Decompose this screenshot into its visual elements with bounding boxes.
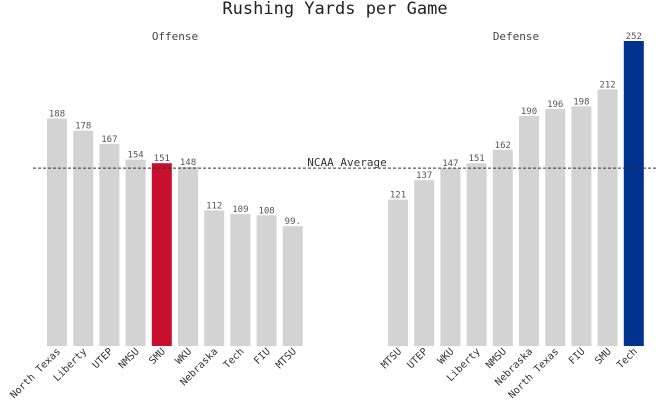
offense-tick-label: WKU <box>174 346 195 367</box>
defense-value-label: 151 <box>468 154 484 164</box>
ncaa-average-label: NCAA Average <box>307 156 386 169</box>
offense-bar-mtsu <box>282 226 303 346</box>
offense-value-label: 99. <box>285 217 301 227</box>
defense-tick-label: SMU <box>593 346 614 367</box>
offense-value-label: 109 <box>232 205 248 215</box>
defense-bar-nebraska <box>519 116 539 346</box>
defense-value-label: 252 <box>626 32 642 42</box>
offense-tick-label: Tech <box>222 346 247 371</box>
defense-value-label: 121 <box>390 191 406 201</box>
defense-tick-label: FIU <box>567 346 588 367</box>
defense-tick-label: UTEP <box>406 346 431 371</box>
defense-tick-label: MTSU <box>379 346 404 371</box>
defense-bar-wku <box>440 168 461 346</box>
offense-value-label: 112 <box>206 201 222 211</box>
defense-bar-smu <box>597 89 618 347</box>
offense-bar-liberty <box>73 130 94 346</box>
defense-bar-north-texas <box>545 108 566 346</box>
offense-bar-nmsu <box>125 159 146 346</box>
offense-bar-fiu <box>256 215 277 346</box>
offense-value-label: 188 <box>49 110 65 120</box>
offense-bar-smu <box>151 163 172 346</box>
defense-value-label: 198 <box>573 97 589 107</box>
defense-bar-utep <box>414 180 435 346</box>
defense-value-label: 147 <box>442 159 458 169</box>
offense-tick-label: FIU <box>252 346 273 367</box>
chart-title: Rushing Yards per Game <box>222 0 447 19</box>
offense-tick-label: SMU <box>147 346 168 367</box>
defense-bar-liberty <box>466 163 487 346</box>
defense-value-label: 162 <box>495 141 511 151</box>
offense-value-label: 108 <box>258 206 274 216</box>
defense-value-label: 137 <box>416 171 432 181</box>
defense-bar-tech <box>623 41 644 346</box>
defense-value-label: 196 <box>547 100 563 110</box>
offense-value-label: 178 <box>75 122 91 132</box>
offense-bar-nebraska <box>204 210 225 346</box>
offense-value-label: 151 <box>154 154 170 164</box>
offense-bar-wku <box>178 166 198 346</box>
defense-bar-mtsu <box>388 199 408 346</box>
defense-tick-label: Tech <box>615 346 640 371</box>
offense-tick-label: MTSU <box>274 346 299 371</box>
offense-panel-title: Offense <box>152 30 198 43</box>
offense-bar-utep <box>99 143 120 346</box>
offense-tick-label: NMSU <box>117 346 142 371</box>
offense-value-label: 154 <box>127 151 143 161</box>
offense-tick-label: UTEP <box>91 346 116 371</box>
offense-bar-north-texas <box>47 118 67 346</box>
ncaa-average-layer: NCAA Average <box>33 156 657 169</box>
defense-value-label: 212 <box>599 80 615 90</box>
defense-tick-label: WKU <box>436 346 457 367</box>
offense-value-label: 167 <box>101 135 117 145</box>
defense-value-label: 190 <box>521 107 537 117</box>
defense-panel-title: Defense <box>493 30 539 43</box>
defense-bar-fiu <box>571 106 592 347</box>
offense-value-label: 148 <box>180 158 196 168</box>
defense-bar-nmsu <box>492 149 513 346</box>
offense-bar-tech <box>230 214 251 346</box>
